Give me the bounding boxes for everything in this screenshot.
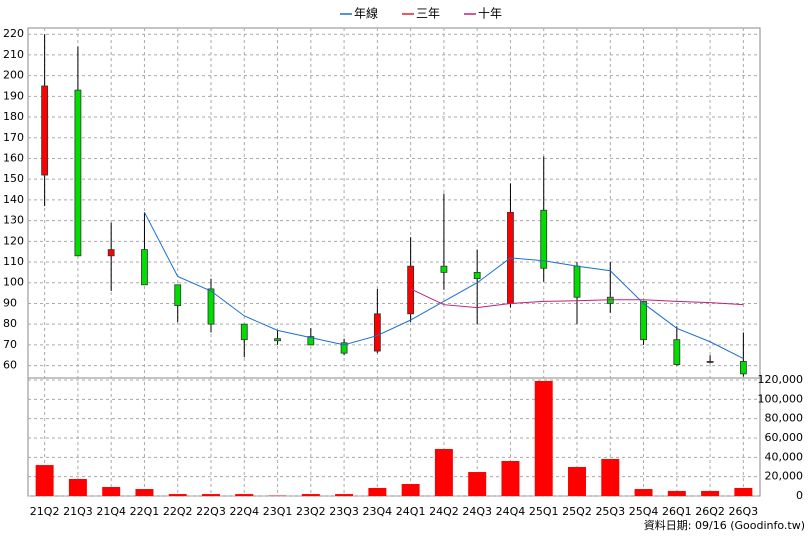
volume-bar — [701, 490, 720, 496]
y-tick-label: 160 — [3, 151, 24, 164]
volume-bar — [634, 489, 653, 496]
y2-tick-label: 80,000 — [765, 412, 804, 425]
y-tick-label: 100 — [3, 276, 24, 289]
y-tick-label: 210 — [3, 48, 24, 61]
x-tick-label: 26Q2 — [695, 505, 725, 518]
volume-bar — [568, 467, 586, 496]
candle-body — [274, 338, 281, 342]
x-tick-label: 21Q4 — [96, 505, 126, 518]
candle-body — [340, 342, 348, 354]
x-tick-label: 23Q2 — [296, 505, 326, 518]
candle-body — [240, 323, 248, 341]
x-tick-label: 23Q3 — [329, 505, 359, 518]
volume-bar — [35, 465, 54, 496]
y-tick-label: 200 — [3, 69, 24, 82]
x-tick-label: 22Q4 — [229, 505, 259, 518]
candle-body — [739, 361, 747, 375]
y-tick-label: 120 — [3, 234, 24, 247]
x-tick-label: 23Q4 — [363, 505, 393, 518]
candle-body — [207, 288, 215, 325]
y-tick-label: 70 — [3, 338, 17, 351]
volume-bar — [368, 487, 387, 496]
candle-body — [107, 249, 115, 257]
y-tick-label: 190 — [3, 89, 24, 102]
y-tick-label: 110 — [3, 255, 24, 268]
x-tick-label: 23Q1 — [263, 505, 293, 518]
candle-body — [473, 271, 481, 279]
x-tick-label: 22Q3 — [196, 505, 226, 518]
x-tick-label: 24Q4 — [496, 505, 526, 518]
candle-body — [141, 249, 148, 286]
legend-label: 年線 — [354, 6, 378, 21]
legend-label: 三年 — [416, 7, 440, 21]
y-tick-label: 60 — [3, 359, 17, 372]
x-tick-label: 25Q2 — [562, 505, 592, 518]
y-tick-label: 90 — [3, 296, 17, 309]
volume-frame — [27, 377, 761, 497]
candle-body — [307, 336, 315, 346]
y2-tick-label: 100,000 — [758, 392, 804, 405]
y-tick-label: 150 — [3, 172, 24, 185]
volume-bar — [235, 494, 254, 496]
x-tick-label: 21Q3 — [63, 505, 93, 518]
x-tick-label: 24Q3 — [462, 505, 492, 518]
y-tick-label: 80 — [3, 317, 17, 330]
ma-line — [144, 212, 744, 359]
volume-bar — [667, 490, 686, 496]
x-tick-label: 24Q2 — [429, 505, 459, 518]
volume-bar — [501, 461, 520, 496]
volume-bar — [102, 487, 121, 496]
y2-tick-label: 120,000 — [758, 373, 804, 386]
y-tick-label: 130 — [3, 214, 24, 227]
legend-label: 十年 — [478, 7, 502, 21]
volume-bar — [601, 458, 620, 496]
volume-bar — [202, 494, 220, 496]
y-tick-label: 220 — [3, 27, 24, 40]
y-tick-label: 140 — [3, 193, 24, 206]
x-tick-label: 25Q1 — [529, 505, 559, 518]
volume-bar — [468, 472, 487, 496]
candle-body — [673, 339, 681, 365]
x-tick-label: 22Q1 — [130, 505, 160, 518]
candle-body — [573, 265, 581, 298]
x-tick-label: 21Q2 — [30, 505, 60, 518]
x-tick-label: 25Q4 — [629, 505, 659, 518]
candle-body — [640, 300, 647, 341]
candle-body — [440, 265, 448, 273]
y-tick-label: 180 — [3, 110, 24, 123]
candle-body — [174, 284, 182, 306]
volume-bar — [401, 484, 420, 496]
footer: 資料日期: 09/16 (Goodinfo.tw) — [644, 518, 805, 532]
y2-tick-label: 20,000 — [765, 470, 804, 483]
volume-bar — [534, 380, 553, 496]
x-tick-label: 22Q2 — [163, 505, 193, 518]
candle-body — [540, 209, 548, 269]
volume-bar — [68, 478, 87, 496]
volume-bar — [301, 494, 320, 496]
candle-body — [606, 296, 614, 304]
price-frame — [27, 27, 761, 379]
x-tick-label: 26Q1 — [662, 505, 692, 518]
volume-bar — [335, 494, 354, 496]
volume-bar — [135, 489, 154, 496]
candle-body — [373, 313, 381, 352]
x-tick-label: 26Q3 — [729, 505, 759, 518]
y2-tick-label: 60,000 — [765, 431, 804, 444]
candle-body — [41, 85, 49, 176]
volume-bar — [434, 449, 453, 496]
x-tick-label: 24Q1 — [396, 505, 426, 518]
y2-tick-label: 0 — [796, 489, 803, 502]
x-tick-label: 25Q3 — [595, 505, 625, 518]
candle-body — [74, 89, 82, 257]
y2-tick-label: 40,000 — [765, 450, 804, 463]
y-tick-label: 170 — [3, 131, 24, 144]
ma-line — [410, 288, 744, 309]
volume-bar — [734, 487, 753, 496]
candle-body — [706, 361, 714, 363]
volume-bar — [168, 494, 187, 496]
